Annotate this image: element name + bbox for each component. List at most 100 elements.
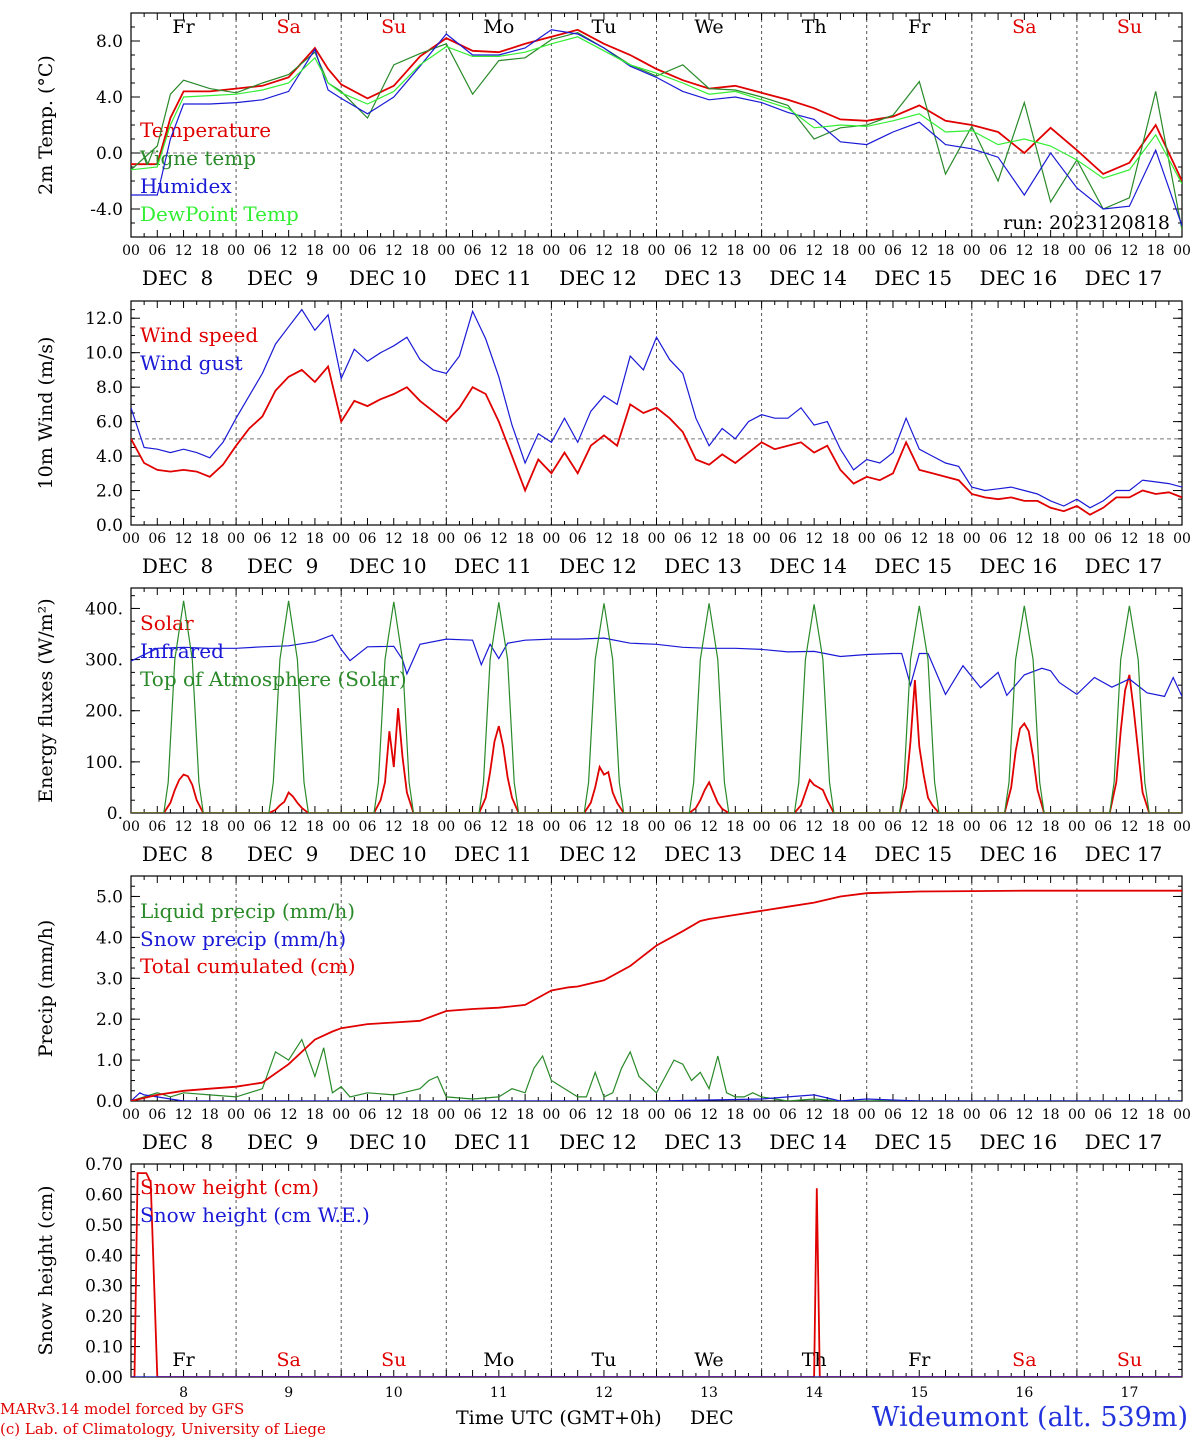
plot-frame [130, 587, 1183, 814]
y-tick-label: 0.30 [85, 1277, 123, 1297]
hour-label: 06 [779, 819, 797, 835]
hour-label: 18 [306, 531, 324, 547]
date-label: DEC 13 [664, 266, 742, 290]
hour-label: 18 [937, 243, 955, 259]
weekday-label: Mo [483, 16, 514, 38]
hour-label: 18 [937, 531, 955, 547]
date-label: DEC 12 [559, 842, 637, 866]
legend-entry: Snow height (cm W.E.) [140, 1203, 370, 1227]
weekday-label: Sa [1012, 16, 1036, 38]
day-number: 10 [385, 1385, 403, 1401]
y-tick-label: 4.0 [96, 447, 123, 467]
y-tick-label: 0.0 [96, 1092, 123, 1112]
hour-label: 00 [1173, 531, 1191, 547]
hour-label: 06 [253, 819, 271, 835]
hour-label: 12 [595, 1107, 613, 1123]
run-label: run: 2023120818 [1003, 212, 1170, 234]
hour-label: 18 [516, 243, 534, 259]
hour-label: 06 [674, 819, 692, 835]
legend-entry: Total cumulated (cm) [140, 954, 356, 978]
hour-label: 00 [648, 819, 666, 835]
hour-label: 00 [753, 531, 771, 547]
hour-label: 06 [359, 819, 377, 835]
weekday-label: Fr [172, 16, 195, 38]
hour-label: 06 [884, 243, 902, 259]
legend-entry: Snow precip (mm/h) [140, 927, 346, 951]
hour-label: 18 [621, 819, 639, 835]
date-label: DEC 17 [1085, 554, 1163, 578]
hour-label: 18 [726, 243, 744, 259]
day-number: 9 [284, 1385, 293, 1401]
weekday-label: Su [1117, 16, 1142, 38]
hour-label: 00 [648, 243, 666, 259]
weekday-label: Fr [908, 16, 931, 38]
hour-label: 00 [963, 1107, 981, 1123]
hour-label: 06 [674, 1107, 692, 1123]
hour-label: 06 [148, 531, 166, 547]
hour-label: 00 [437, 531, 455, 547]
hour-label: 00 [648, 531, 666, 547]
hour-label: 06 [464, 243, 482, 259]
date-label: DEC 11 [454, 842, 532, 866]
date-label: DEC 13 [664, 842, 742, 866]
day-number: 14 [805, 1385, 823, 1401]
series-line-top-of-atmosphere-solar [131, 600, 1182, 813]
series-line-solar [131, 674, 1182, 813]
y-tick-label: 0.40 [85, 1246, 123, 1266]
hour-label: 18 [411, 1107, 429, 1123]
panel-3: 0. 100. 200. 300. 400. Energy fluxes (W/m²) 00… [35, 587, 1191, 866]
hour-label: 12 [805, 1107, 823, 1123]
hour-label: 06 [569, 531, 587, 547]
hour-label: 06 [674, 531, 692, 547]
series-line-snow-precip-mm-h [131, 1092, 1182, 1101]
hour-label: 06 [464, 531, 482, 547]
date-label: DEC 8 [142, 1130, 213, 1154]
hour-label: 00 [332, 819, 350, 835]
date-label: DEC 9 [247, 842, 318, 866]
date-label: DEC 15 [874, 266, 952, 290]
hour-label: 18 [832, 243, 850, 259]
y-tick-label: -4.0 [90, 200, 123, 220]
hour-label: 12 [1015, 1107, 1033, 1123]
hour-label: 12 [700, 243, 718, 259]
hour-label: 06 [148, 243, 166, 259]
hour-label: 18 [1042, 531, 1060, 547]
date-label: DEC 8 [142, 842, 213, 866]
panel-5: 0.00 0.10 0.20 0.30 0.40 0.50 0.60 0.70 Snow hei… [35, 1155, 1183, 1388]
hour-label: 12 [805, 531, 823, 547]
legend-entry: Snow height (cm) [140, 1175, 319, 1199]
date-label: DEC 10 [349, 266, 427, 290]
hour-label: 18 [201, 819, 219, 835]
hour-label: 00 [753, 243, 771, 259]
model-credit: MARv3.14 model forced by GFS [0, 1400, 244, 1418]
hour-label: 18 [1042, 243, 1060, 259]
date-label: DEC 17 [1085, 1130, 1163, 1154]
hour-label: 18 [306, 243, 324, 259]
date-label: DEC 8 [142, 266, 213, 290]
hour-label: 06 [569, 819, 587, 835]
hour-label: 00 [542, 1107, 560, 1123]
y-tick-label: 0. [107, 804, 123, 824]
hour-label: 06 [779, 243, 797, 259]
hour-label: 06 [359, 1107, 377, 1123]
panel-2: 0.0 2.0 4.0 6.0 8.0 10.0 12.0 10m Wind (m/s) 00 0… [35, 300, 1191, 578]
series-line-snow-height-cm [131, 1172, 1182, 1377]
hour-label: 00 [122, 1107, 140, 1123]
x-axis-month: DEC [690, 1407, 734, 1429]
legend-entry: Wind gust [140, 351, 243, 375]
hour-label: 18 [832, 531, 850, 547]
date-label: DEC 12 [559, 1130, 637, 1154]
hour-label: 00 [1068, 531, 1086, 547]
weekday-label: Tu [591, 16, 616, 38]
hour-label: 00 [1068, 243, 1086, 259]
hour-label: 12 [385, 1107, 403, 1123]
hour-label: 18 [411, 531, 429, 547]
date-label: DEC 9 [247, 1130, 318, 1154]
y-tick-label: 0.50 [85, 1216, 123, 1236]
legend-entry: Vigne temp [139, 146, 256, 170]
hour-label: 12 [385, 531, 403, 547]
hour-label: 18 [937, 819, 955, 835]
hour-label: 12 [805, 819, 823, 835]
y-tick-label: 5.0 [96, 887, 123, 907]
hour-label: 06 [779, 1107, 797, 1123]
